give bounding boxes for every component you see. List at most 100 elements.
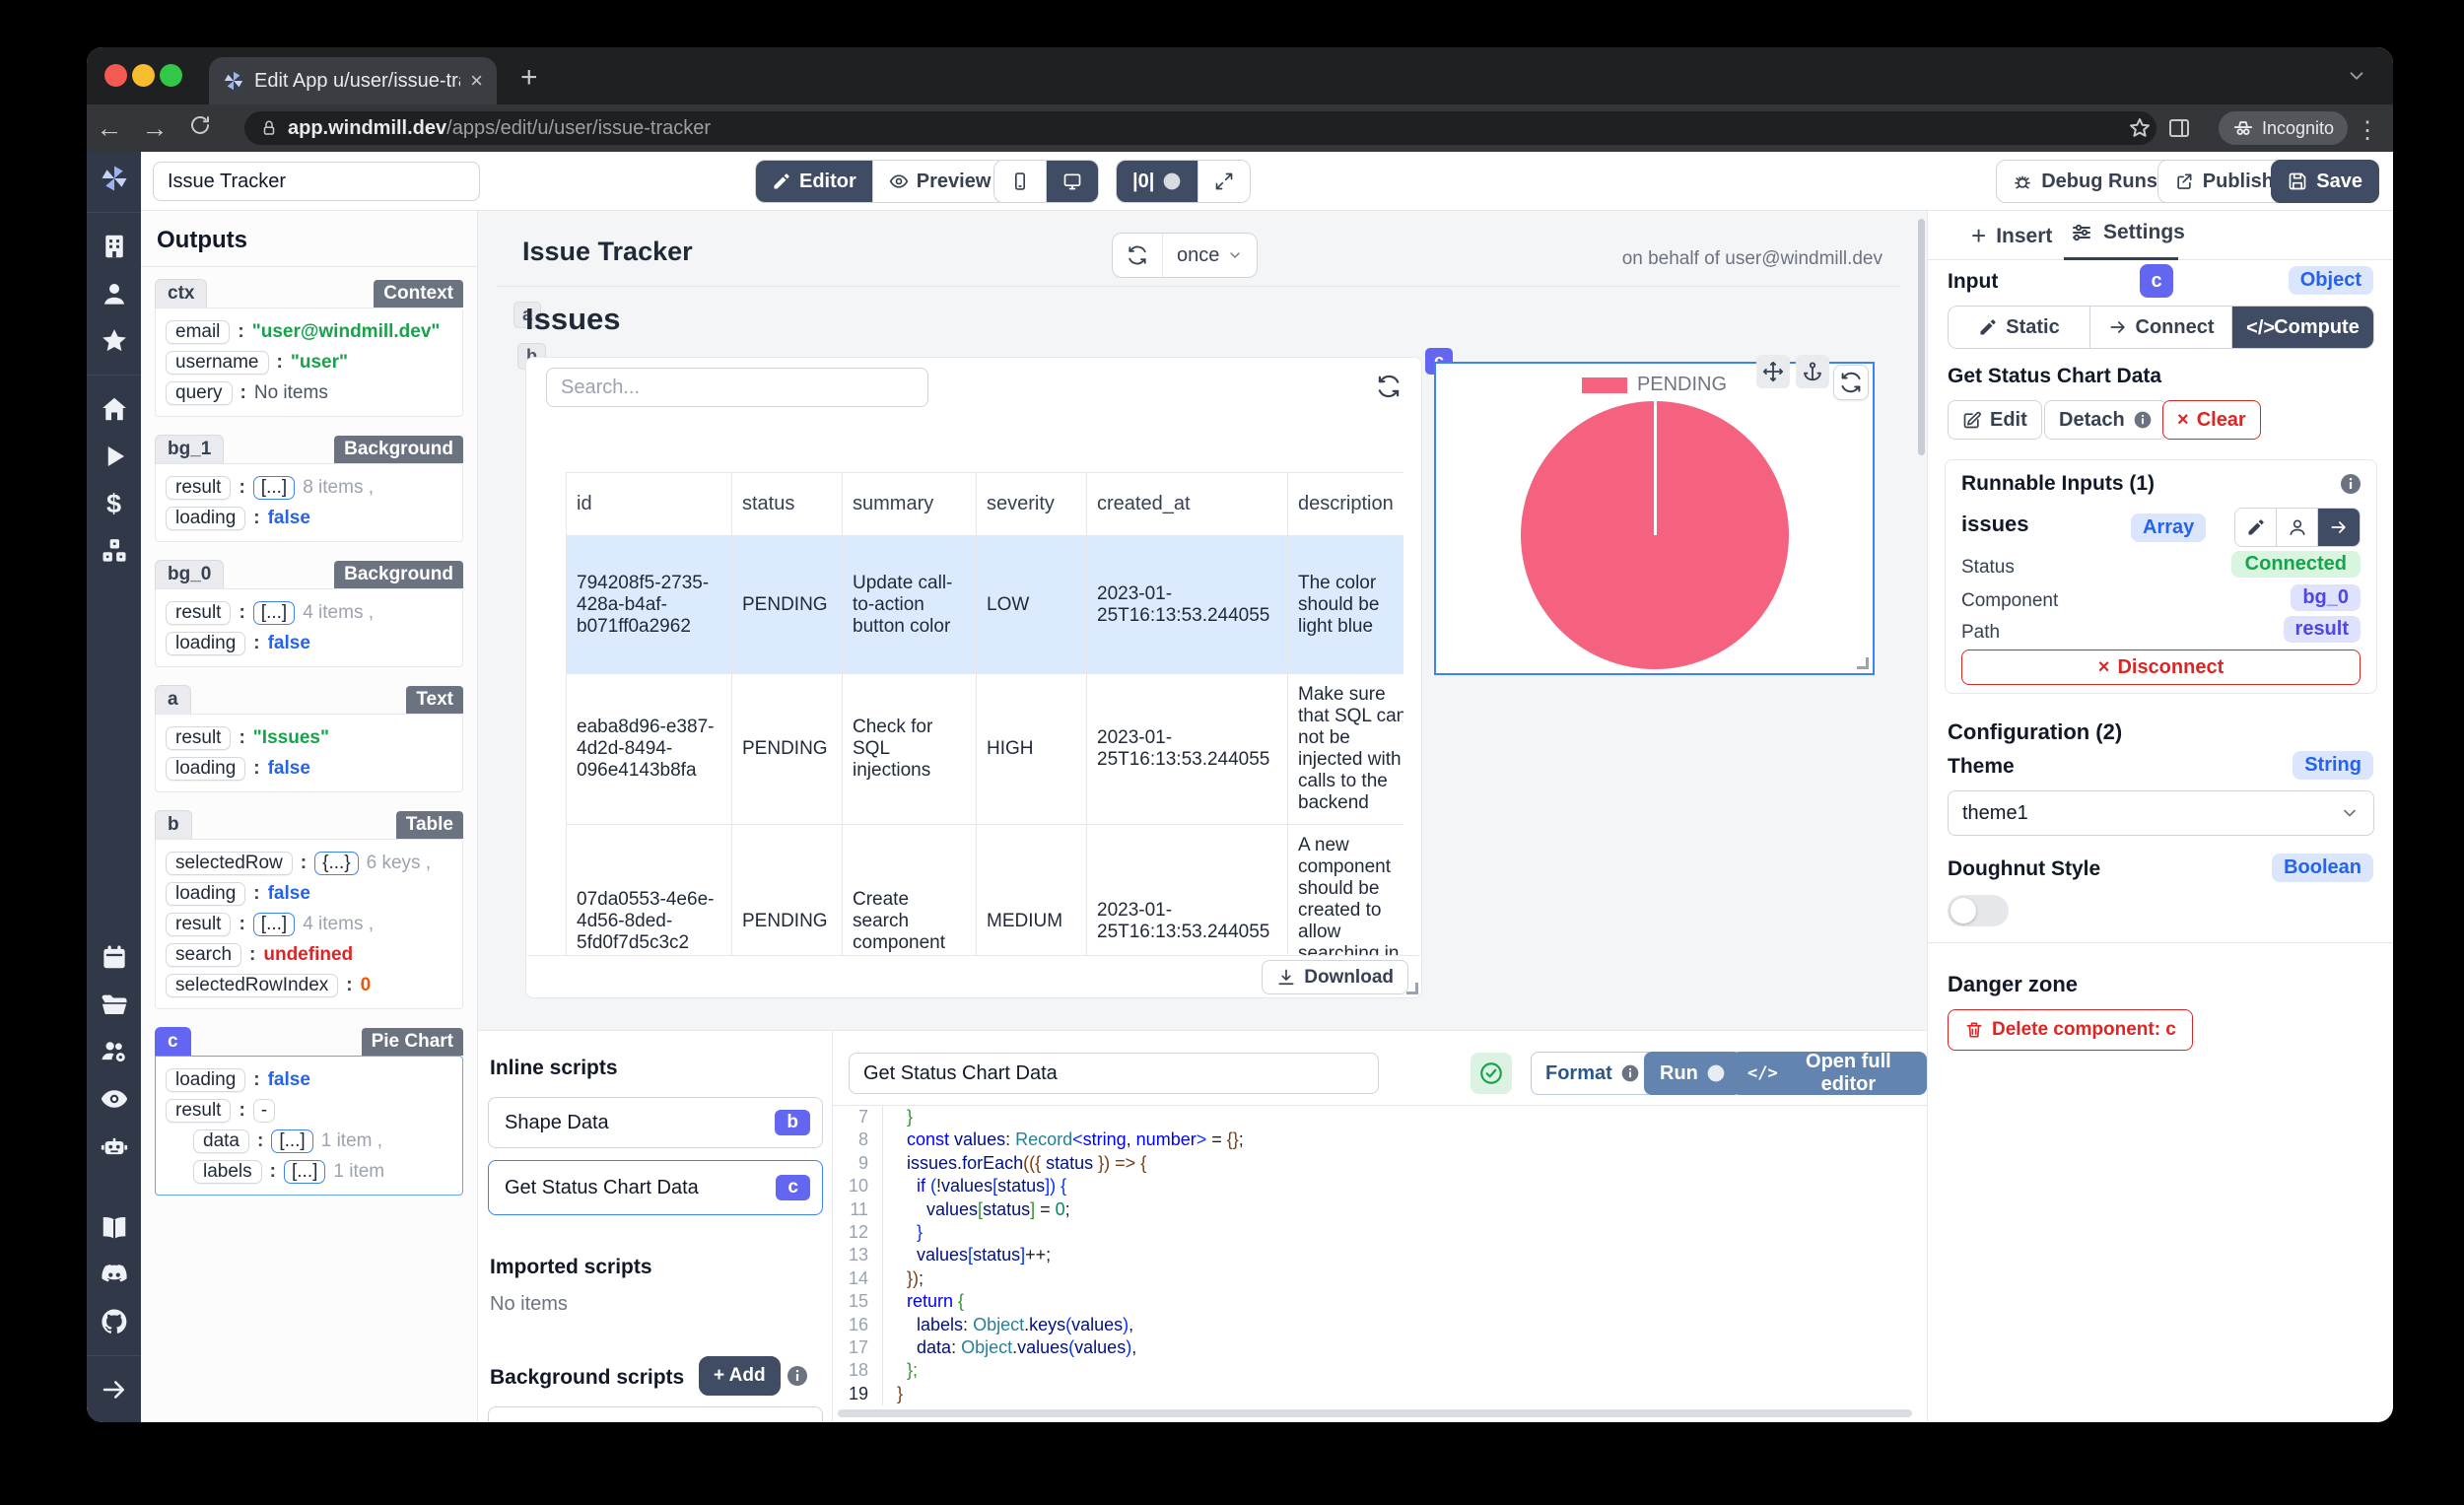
outputs-toggle-button[interactable]: |0|: [1117, 161, 1199, 202]
sidebar-folder-icon[interactable]: [100, 990, 129, 1019]
output-item[interactable]: query: No items: [166, 377, 452, 408]
table-row[interactable]: eaba8d96-e387-4d2d-8494-096e4143b8fa PEND…: [566, 673, 1403, 825]
background-script-item-partial[interactable]: [488, 1406, 823, 1422]
user-kind-button[interactable]: [2277, 509, 2318, 546]
editor-horizontal-scrollbar[interactable]: [838, 1409, 1912, 1417]
sidebar-play-icon[interactable]: [100, 442, 129, 471]
anchor-component-icon[interactable]: [1796, 355, 1829, 388]
run-button[interactable]: Run: [1644, 1052, 1742, 1095]
open-full-editor-button[interactable]: </> Open full editor: [1732, 1051, 1927, 1095]
connect-kind-button[interactable]: [2318, 509, 2360, 546]
table-row[interactable]: 794208f5-2735-428a-b4af-b071ff0a2962 PEND…: [566, 535, 1403, 674]
move-component-icon[interactable]: [1756, 355, 1790, 388]
browser-tab[interactable]: Edit App u/user/issue-tracker | ×: [209, 57, 497, 104]
output-item[interactable]: result: [...] 4 items ,: [166, 597, 452, 628]
new-tab-button[interactable]: +: [520, 61, 538, 94]
code-editor[interactable]: 7 } 8 const values: Record<string, number…: [833, 1106, 1927, 1422]
resize-handle[interactable]: [1406, 983, 1418, 994]
close-window-button[interactable]: [104, 64, 127, 87]
theme-select[interactable]: theme1: [1948, 790, 2374, 836]
desktop-view-button[interactable]: [1047, 161, 1098, 202]
table-refresh-icon[interactable]: [1376, 374, 1402, 404]
resize-handle[interactable]: [1857, 657, 1869, 669]
output-item[interactable]: result: [...] 8 items ,: [166, 472, 452, 503]
output-item[interactable]: result: "Issues": [166, 722, 452, 753]
clear-script-button[interactable]: × Clear: [2162, 400, 2261, 440]
sidebar-robot-icon[interactable]: [100, 1131, 129, 1161]
component-badge-a[interactable]: a: [513, 302, 542, 328]
windmill-logo-icon[interactable]: [100, 164, 129, 193]
sidebar-user-icon[interactable]: [100, 279, 129, 308]
output-item[interactable]: labels: [...] 1 item: [193, 1156, 452, 1187]
format-button[interactable]: Format: [1531, 1052, 1655, 1095]
tab-settings[interactable]: Settings: [2070, 221, 2185, 244]
sidebar-eye-icon[interactable]: [100, 1084, 129, 1114]
output-section-id[interactable]: a: [155, 685, 191, 714]
output-item[interactable]: selectedRowIndex:0: [166, 970, 452, 1000]
sidebar-discord-icon[interactable]: [100, 1260, 129, 1289]
script-name-input[interactable]: [849, 1053, 1379, 1094]
pie-refresh-button[interactable]: [1833, 365, 1869, 400]
sidebar-github-icon[interactable]: [100, 1307, 129, 1336]
output-item[interactable]: loading: false: [166, 878, 452, 909]
output-section-id[interactable]: bg_0: [155, 560, 225, 588]
output-section-id[interactable]: b: [155, 810, 192, 839]
output-item[interactable]: email: "user@windmill.dev": [166, 316, 452, 347]
output-section-id[interactable]: bg_1: [155, 435, 225, 463]
fullscreen-button[interactable]: [1198, 161, 1250, 202]
debug-runs-button[interactable]: Debug Runs: [1996, 160, 2174, 203]
output-item[interactable]: data: [...] 1 item ,: [193, 1126, 452, 1156]
tab-insert[interactable]: + Insert: [1971, 221, 2053, 250]
table-scroll-area[interactable]: id status summary severity created_at descrip…: [546, 415, 1403, 957]
table-search-input[interactable]: [546, 368, 928, 407]
bookmark-star-icon[interactable]: [2128, 116, 2152, 145]
url-bar[interactable]: app.windmill.dev/apps/edit/u/user/issue-…: [244, 111, 2156, 145]
editor-tab[interactable]: Editor: [756, 161, 873, 202]
side-panel-icon[interactable]: [2167, 116, 2191, 145]
output-item[interactable]: loading: false: [166, 753, 452, 784]
delete-component-button[interactable]: Delete component: c: [1948, 1009, 2193, 1051]
back-button[interactable]: ←: [96, 112, 123, 143]
add-background-script-button[interactable]: + Add: [699, 1356, 781, 1396]
mode-static-button[interactable]: Static: [1949, 307, 2090, 348]
output-item[interactable]: loading: false: [166, 628, 452, 658]
output-item[interactable]: result: [...] 4 items ,: [166, 909, 452, 939]
detach-script-button[interactable]: Detach: [2044, 400, 2167, 440]
static-kind-button[interactable]: [2235, 509, 2277, 546]
edit-script-button[interactable]: Edit: [1948, 400, 2042, 440]
sidebar-users-gear-icon[interactable]: [100, 1037, 129, 1066]
output-item[interactable]: loading: false: [166, 503, 452, 533]
doughnut-toggle[interactable]: [1948, 895, 2009, 926]
collapse-sidebar-icon[interactable]: [100, 1375, 129, 1404]
mode-connect-button[interactable]: Connect: [2090, 307, 2232, 348]
close-tab-icon[interactable]: ×: [470, 68, 483, 93]
sidebar-home-icon[interactable]: [100, 394, 129, 424]
table-component[interactable]: idstatussummaryseveritycreated_atdescrip…: [525, 357, 1422, 998]
output-item[interactable]: loading: false: [166, 1064, 452, 1095]
browser-menu-icon[interactable]: ⋮: [2356, 117, 2379, 144]
app-name-input[interactable]: [153, 162, 480, 201]
download-button[interactable]: Download: [1262, 960, 1408, 994]
preview-tab[interactable]: Preview: [873, 161, 1007, 202]
output-item[interactable]: username: "user": [166, 347, 452, 377]
inline-script-item[interactable]: Shape Data b: [488, 1097, 823, 1148]
reload-button[interactable]: [177, 113, 223, 144]
mode-compute-button[interactable]: </> Compute: [2232, 307, 2373, 348]
disconnect-button[interactable]: × Disconnect: [1961, 650, 2361, 685]
maximize-window-button[interactable]: [160, 64, 182, 87]
refresh-mode-dropdown[interactable]: once: [1163, 234, 1257, 277]
minimize-window-button[interactable]: [132, 64, 155, 87]
canvas-refresh-button[interactable]: [1113, 234, 1163, 277]
inline-script-item-selected[interactable]: Get Status Chart Data c: [488, 1160, 823, 1215]
sidebar-building-icon[interactable]: [100, 232, 129, 261]
sidebar-book-icon[interactable]: [100, 1212, 129, 1242]
save-button[interactable]: Save: [2271, 160, 2379, 203]
output-item[interactable]: result: -: [166, 1095, 452, 1126]
canvas-scrollbar[interactable]: [1918, 219, 1925, 455]
table-row[interactable]: 07da0553-4e6e-4d56-8ded-5fd0f7d5c3c2 PEND…: [566, 824, 1403, 957]
output-item[interactable]: search: undefined: [166, 939, 452, 970]
sidebar-star-icon[interactable]: [100, 326, 129, 356]
output-section-id[interactable]: c: [155, 1027, 191, 1056]
pie-chart-component[interactable]: PENDING: [1434, 362, 1875, 675]
tab-search-chevron-icon[interactable]: [2346, 65, 2367, 92]
